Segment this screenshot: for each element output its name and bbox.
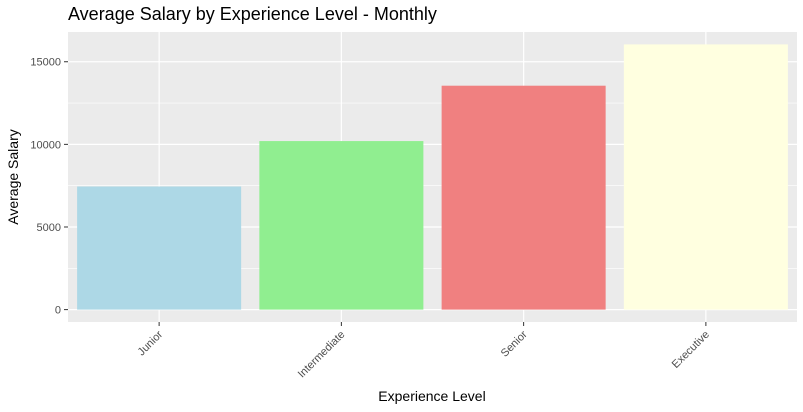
y-tick-label: 10000 — [30, 139, 61, 151]
y-tick-label: 5000 — [37, 222, 61, 234]
bar-intermediate — [259, 141, 424, 310]
bar-executive — [623, 44, 788, 310]
y-tick-label: 0 — [55, 305, 61, 317]
x-tick-label: Intermediate — [296, 329, 348, 381]
y-axis-title: Average Salary — [5, 129, 21, 224]
x-axis: Junior Intermediate Senior Executive — [136, 322, 712, 380]
x-tick-label: Senior — [499, 328, 530, 359]
plot-panel — [68, 32, 797, 322]
bar-senior — [441, 85, 606, 310]
x-axis-title: Experience Level — [378, 388, 485, 404]
bar-junior — [77, 186, 242, 310]
y-axis: 0 5000 10000 15000 — [30, 57, 68, 317]
x-tick-label: Executive — [670, 329, 712, 371]
chart-title: Average Salary by Experience Level - Mon… — [68, 4, 437, 24]
y-tick-label: 15000 — [30, 57, 61, 69]
x-tick-label: Junior — [136, 328, 166, 358]
